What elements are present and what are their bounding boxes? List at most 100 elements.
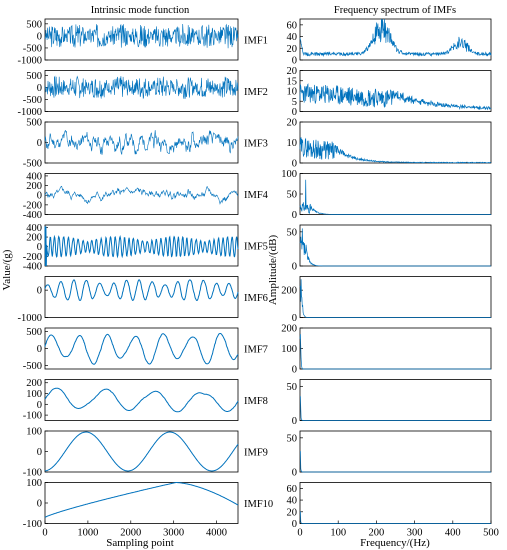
spectrum-subplot-5: 50 0 xyxy=(287,224,492,273)
y-tick-label: 40 xyxy=(287,32,298,43)
y-tick-label: 5 xyxy=(292,97,297,108)
y-tick-label: 100 xyxy=(26,389,42,400)
imf-signal-line xyxy=(44,23,239,49)
y-tick-label: 0 xyxy=(37,138,42,149)
right-panel-title: Frequency spectrum of IMFs xyxy=(334,5,456,16)
imf-subplot-6: 0 -1000 IMF6 xyxy=(18,276,268,324)
imf-label: IMF8 xyxy=(244,396,268,407)
y-tick-label: -400 xyxy=(23,262,42,273)
y-tick-label: 0 xyxy=(292,159,297,170)
axes-frame xyxy=(299,327,492,370)
axes-frame xyxy=(44,482,239,524)
y-tick-label: -100 xyxy=(23,519,42,530)
y-tick-label: 20 xyxy=(287,66,298,77)
imf-label: IMF9 xyxy=(244,448,268,459)
spectrum-subplot-6: 2000 xyxy=(281,276,492,324)
spectrum-line xyxy=(299,179,491,215)
y-tick-label: 400 xyxy=(26,171,42,182)
imf-signal-line xyxy=(44,185,239,205)
imf-label: IMF6 xyxy=(244,293,268,304)
subplot-grid: 5000-500-1000IMF15000-500-1000IMF25000-5… xyxy=(18,18,499,539)
spectrum-line xyxy=(300,511,491,524)
y-tick-label: 500 xyxy=(26,118,42,129)
y-tick-label: -200 xyxy=(23,200,42,211)
right-y-axis-label: Amplitude/(dB) xyxy=(267,235,279,306)
spectrum-subplot-4: 100 50 0 xyxy=(281,169,492,221)
x-tick-label: 4000 xyxy=(206,528,227,539)
axes-frame xyxy=(299,430,492,473)
spectrum-line xyxy=(299,18,492,58)
axes-frame xyxy=(299,276,492,318)
x-tick-label: 100 xyxy=(330,528,346,539)
y-tick-label: -100 xyxy=(23,468,42,479)
y-tick-label: 60 xyxy=(287,20,298,31)
y-tick-label: 500 xyxy=(26,71,42,82)
y-tick-label: 200 xyxy=(26,233,42,244)
y-tick-label: 0 xyxy=(292,107,297,118)
axes-frame xyxy=(44,379,239,421)
imf-label: IMF5 xyxy=(244,242,268,253)
y-tick-label: 0 xyxy=(37,400,42,411)
y-tick-label: 0 xyxy=(292,519,297,530)
left-panel-title: Intrinsic mode function xyxy=(91,5,190,16)
y-tick-label: -200 xyxy=(23,252,42,263)
imf-label: IMF7 xyxy=(244,345,268,356)
left-x-axis-label: Sampling point xyxy=(106,537,174,549)
spectrum-subplot-8: 50 0 xyxy=(287,379,492,427)
imf-signal-line xyxy=(44,482,239,518)
y-tick-label: 20 xyxy=(287,44,298,55)
imf-subplot-7: 500 0 -500 IMF7 xyxy=(23,327,268,372)
axes-frame xyxy=(299,224,492,267)
axes-frame xyxy=(299,18,492,61)
y-tick-label: 0 xyxy=(37,286,42,297)
y-tick-label: 100 xyxy=(281,344,297,355)
x-tick-label: 200 xyxy=(369,528,385,539)
y-tick-label: 40 xyxy=(287,496,298,507)
y-tick-label: -1000 xyxy=(18,313,43,324)
axes-frame xyxy=(44,173,239,215)
imf-subplot-3: 500 0 -500 IMF3 xyxy=(23,118,268,170)
y-tick-label: 500 xyxy=(26,19,42,30)
x-tick-label: 1000 xyxy=(77,528,98,539)
y-tick-label: 100 xyxy=(281,169,297,180)
y-tick-label: 50 xyxy=(287,433,298,444)
axes-frame xyxy=(299,173,492,215)
y-tick-label: 400 xyxy=(26,223,42,234)
spectrum-line xyxy=(299,228,491,267)
imf-signal-line xyxy=(44,130,239,155)
y-tick-label: 100 xyxy=(26,427,42,438)
y-tick-label: 0 xyxy=(292,56,297,67)
imf-subplot-9: 100 0 -100 IMF9 xyxy=(23,427,268,479)
imf-label: IMF2 xyxy=(244,87,268,98)
right-x-axis-label: Frequency/(Hz) xyxy=(360,537,430,549)
y-tick-label: 200 xyxy=(26,378,42,389)
axes-frame xyxy=(44,276,239,318)
imf-label: IMF4 xyxy=(244,190,269,201)
y-tick-label: 200 xyxy=(26,181,42,192)
axes-frame xyxy=(44,70,239,112)
y-tick-label: -100 xyxy=(23,411,42,422)
y-tick-label: -400 xyxy=(23,210,42,221)
y-tick-label: -500 xyxy=(23,43,42,54)
left-y-axis-label: Value/(g) xyxy=(1,249,13,290)
x-tick-label: 500 xyxy=(483,528,499,539)
y-tick-label: -1000 xyxy=(18,56,43,67)
spectrum-line xyxy=(299,334,491,370)
imf-signal-line xyxy=(44,75,239,100)
imf-subplot-10: 100 0 -100 IMF10 xyxy=(23,478,273,530)
y-tick-label: 10 xyxy=(287,138,298,149)
x-tick-label: 2000 xyxy=(120,528,141,539)
imf-label: IMF10 xyxy=(244,499,273,510)
y-tick-label: 50 xyxy=(287,382,298,393)
imf-signal-line xyxy=(44,279,239,302)
y-tick-label: 0 xyxy=(292,416,297,427)
y-tick-label: -500 xyxy=(23,159,42,170)
imf-label: IMF3 xyxy=(244,139,268,150)
imf-signal-line xyxy=(45,431,239,472)
